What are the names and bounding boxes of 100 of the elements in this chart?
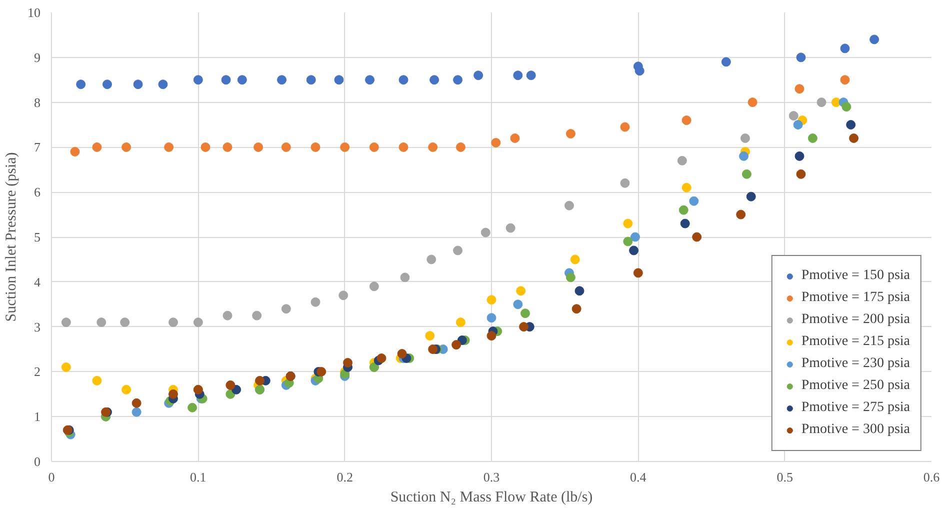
x-axis-title: Suction N₂ Mass Flow Rate (lb/s) [390,490,593,506]
point [316,366,326,376]
point [456,142,466,152]
point [70,146,80,156]
point [682,182,692,192]
y-tick-label: 4 [34,274,41,290]
point [456,318,466,328]
point [453,246,463,256]
point [61,318,71,328]
point [629,246,639,256]
point [428,142,438,152]
point [870,34,880,44]
point [343,358,353,368]
y-tick-label: 0 [34,454,40,469]
point [92,376,102,386]
point [96,318,106,328]
point [566,272,576,282]
point [564,200,574,210]
point [574,286,584,296]
point [164,142,174,152]
point [92,142,102,152]
point [794,151,804,161]
y-tick-label: 9 [34,50,40,65]
point [474,70,484,80]
point [634,66,644,76]
point [122,384,132,394]
y-tick-label: 5 [34,230,40,244]
point [480,228,490,238]
point [526,70,536,80]
point [678,205,688,215]
point [365,75,375,85]
point [168,318,178,328]
point [840,44,850,54]
point [788,111,798,121]
legend-label: Pmotive = 230 psia [801,356,910,372]
point [428,344,438,354]
point [369,142,379,152]
point [193,75,203,85]
point [519,322,529,332]
legend-label: Pmotive = 275 psia [801,400,910,416]
point [254,142,264,152]
point [516,286,526,296]
point [222,310,232,320]
point [453,75,463,85]
point [425,331,435,341]
point [677,156,687,166]
legend-label: Pmotive = 215 psia [801,334,910,350]
point [794,84,804,94]
point [398,75,408,85]
point [682,116,692,125]
point [255,376,265,386]
point [486,331,496,341]
point [310,297,320,307]
point [849,133,859,143]
point [306,75,316,85]
legend-label: Pmotive = 300 psia [801,422,910,438]
point [633,268,643,278]
point [620,122,630,132]
point [281,142,291,152]
point [452,340,462,350]
x-tick-label: 0.6 [923,470,940,484]
point [796,52,806,62]
x-tick-label: 0.2 [336,470,353,484]
point [689,196,699,206]
point [572,304,582,314]
point [221,75,231,85]
point [816,98,826,108]
point [430,75,440,85]
point [334,75,344,85]
point [61,362,71,372]
point [310,142,320,152]
point [340,142,350,152]
point [252,310,262,320]
point [840,75,850,85]
point [486,313,496,323]
point [846,120,856,130]
y-tick-label: 6 [34,184,41,200]
point [570,254,580,264]
point [397,349,407,358]
point [226,380,236,390]
point [721,57,731,67]
point [133,80,143,90]
point [736,210,746,220]
x-tick-label: 0 [48,470,55,484]
x-tick-label: 0.5 [776,470,793,484]
point [623,236,633,246]
point [277,75,287,85]
point [630,232,640,242]
point [400,272,410,282]
legend-label: Pmotive = 175 psia [801,290,910,306]
point [620,178,630,188]
x-tick-label: 0.4 [630,470,647,484]
point [520,308,530,318]
point [237,75,247,85]
point [746,192,756,202]
point [398,142,408,152]
point [748,98,758,108]
x-tick-label: 0.3 [483,470,500,484]
point [376,353,386,363]
point [510,133,520,143]
